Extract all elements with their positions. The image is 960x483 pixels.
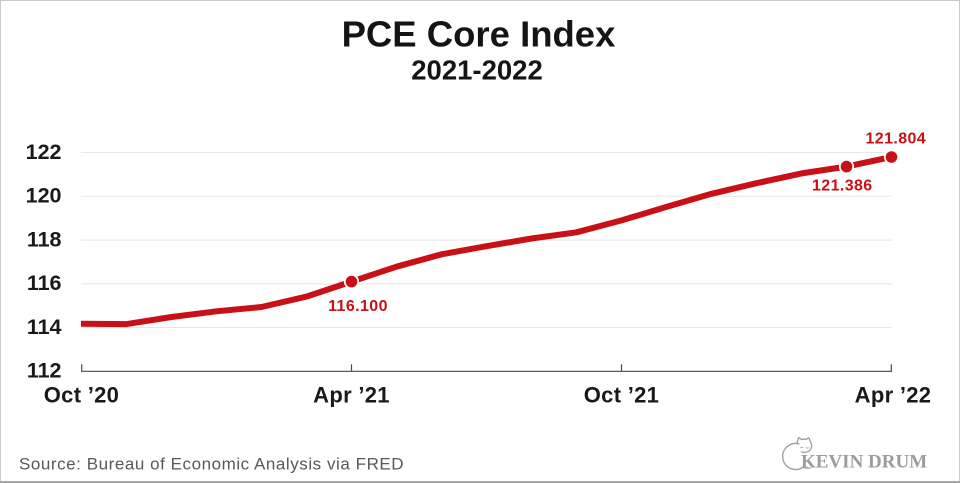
svg-text:122: 122	[26, 140, 62, 164]
svg-text:121.804: 121.804	[865, 131, 926, 148]
svg-text:118: 118	[27, 227, 62, 251]
svg-text:Apr ’22: Apr ’22	[855, 382, 932, 407]
svg-text:Source: Bureau of Economic Ana: Source: Bureau of Economic Analysis via …	[19, 454, 404, 473]
svg-text:114: 114	[27, 315, 62, 339]
svg-text:121.386: 121.386	[812, 178, 873, 195]
svg-text:PCE Core Index: PCE Core Index	[342, 14, 617, 55]
svg-text:KEVIN DRUM: KEVIN DRUM	[801, 452, 927, 473]
svg-text:Oct ’20: Oct ’20	[44, 382, 119, 407]
svg-text:Oct ’21: Oct ’21	[584, 382, 659, 407]
svg-text:116: 116	[27, 271, 62, 295]
svg-text:112: 112	[27, 359, 62, 383]
svg-text:116.100: 116.100	[328, 298, 388, 315]
svg-text:120: 120	[26, 184, 62, 208]
svg-text:Apr ’21: Apr ’21	[313, 382, 390, 407]
svg-text:2021-2022: 2021-2022	[411, 54, 543, 85]
